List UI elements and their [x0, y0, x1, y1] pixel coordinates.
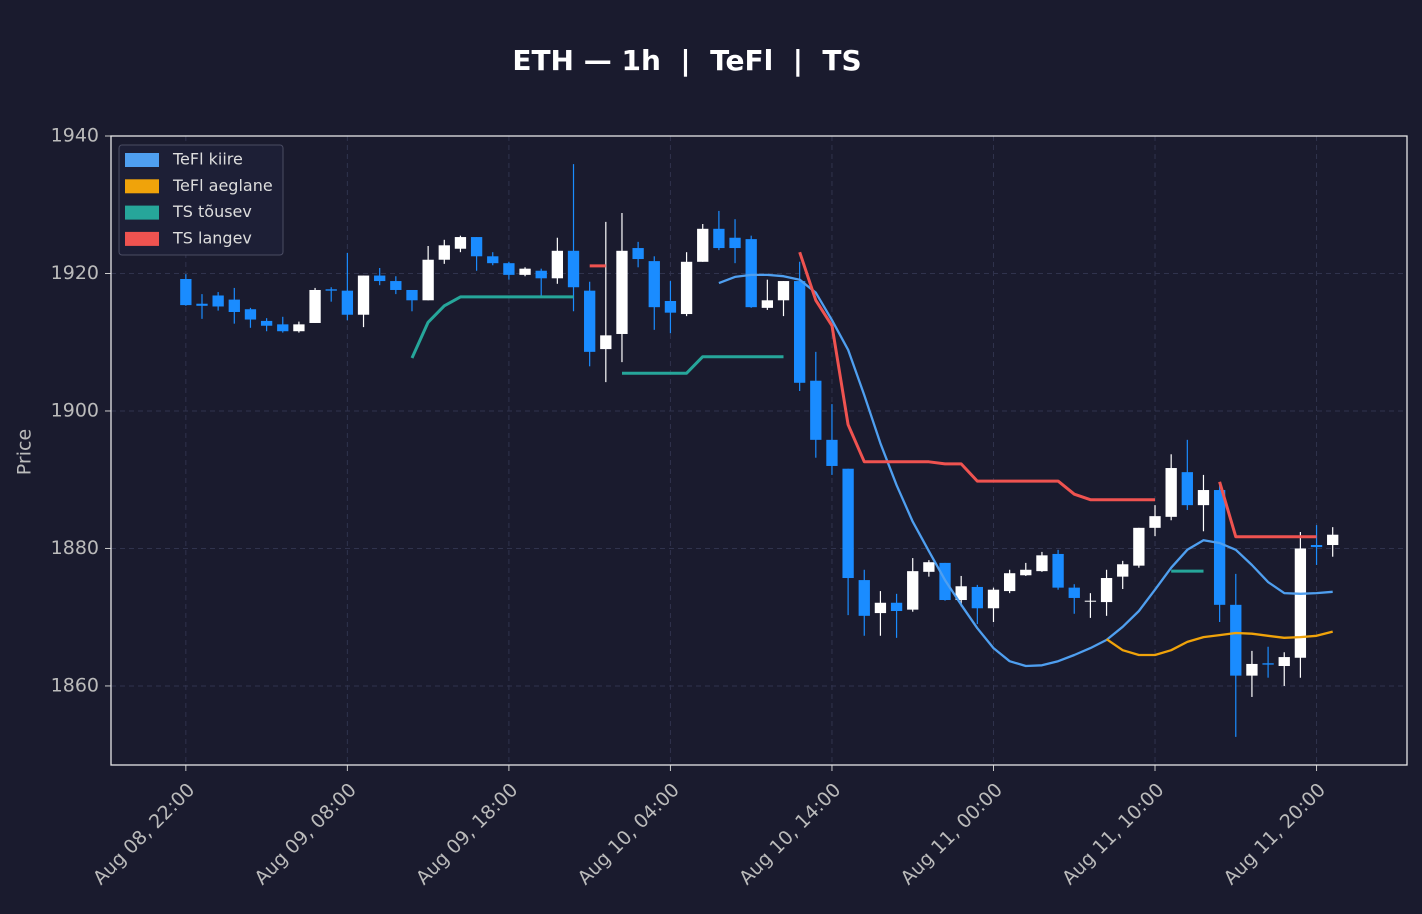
candle-body	[454, 237, 467, 249]
candle-body	[1117, 564, 1129, 577]
candle-body	[1003, 573, 1016, 592]
candle-body	[826, 439, 838, 466]
candle-body	[1278, 657, 1290, 667]
plot-frame	[110, 135, 1408, 766]
candle-body	[600, 335, 612, 350]
candle-body	[406, 289, 418, 301]
candle-body	[874, 602, 887, 614]
candle-body	[293, 324, 305, 332]
series-line	[718, 273, 1333, 668]
series-line	[589, 251, 1317, 539]
candle-body	[1020, 569, 1032, 576]
legend-box	[118, 144, 284, 256]
candle-body	[1165, 468, 1177, 517]
candle-body	[260, 320, 273, 326]
candle-body	[1084, 600, 1097, 602]
y-tick-label: 1860	[51, 674, 99, 696]
candle-body	[858, 580, 870, 616]
candle-body	[810, 380, 822, 440]
candle-body	[729, 237, 741, 249]
candle-body	[196, 303, 208, 306]
candle-body	[1100, 578, 1113, 603]
y-tick-label: 1880	[51, 537, 99, 559]
candle-body	[890, 602, 903, 612]
candle-body	[1181, 472, 1193, 506]
legend-swatch	[125, 205, 159, 220]
series-line	[1105, 630, 1333, 657]
y-tick-label: 1940	[51, 125, 99, 147]
candle-body	[664, 300, 677, 313]
candle-body	[1310, 545, 1323, 548]
candle-body	[1246, 663, 1258, 676]
legend-label: TeFl kiire	[172, 150, 243, 169]
candle-body	[341, 290, 354, 315]
candle-body	[470, 237, 483, 257]
legend-swatch	[125, 153, 159, 167]
candle-body	[777, 281, 790, 301]
candle-body	[842, 468, 854, 579]
candle-body	[244, 309, 257, 320]
candle-body	[1052, 553, 1064, 588]
candle-body	[309, 289, 321, 323]
candle-body	[1149, 516, 1161, 528]
candle-body	[1068, 587, 1080, 598]
candle-body	[1230, 604, 1242, 676]
candle-body	[422, 259, 434, 301]
candle-body	[1327, 534, 1339, 546]
candle-body	[180, 278, 192, 306]
candle-body	[923, 562, 935, 572]
candle-body	[745, 239, 757, 308]
candle-body	[616, 250, 628, 334]
candle-body	[1294, 548, 1307, 658]
candle-body	[212, 295, 224, 307]
candle-body	[680, 261, 693, 315]
legend-swatch	[125, 179, 159, 194]
legend-label: TS langev	[172, 228, 252, 247]
legend-swatch	[125, 231, 159, 246]
legend-label: TeFl aeglane	[172, 176, 273, 195]
candle-body	[648, 261, 660, 308]
y-tick-label: 1900	[51, 399, 99, 421]
candle-body	[955, 586, 967, 601]
candle-body	[567, 250, 580, 288]
candle-body	[971, 586, 983, 609]
candle-body	[438, 245, 450, 260]
candle-body	[1133, 527, 1145, 566]
candle-body	[761, 300, 773, 308]
candle-body	[325, 289, 337, 291]
candle-body	[793, 281, 806, 383]
candle-body	[1197, 490, 1210, 506]
candle-body	[1262, 663, 1274, 665]
candle-body	[357, 275, 370, 315]
candle-body	[584, 290, 596, 352]
candle-body	[907, 571, 919, 610]
candle-body	[535, 270, 547, 279]
candle-body	[277, 324, 289, 332]
candle-body	[987, 589, 1000, 609]
candle-body	[228, 299, 240, 312]
candle-body	[697, 228, 709, 262]
legend-label: TS tõusev	[172, 202, 252, 221]
candle-body	[503, 263, 515, 275]
y-axis-label: Price	[14, 429, 36, 475]
candle-body	[632, 248, 644, 260]
candle-body	[487, 256, 499, 264]
series-line	[410, 295, 1204, 573]
candle-body	[1036, 555, 1048, 572]
chart-title: ETH — 1h | TeFl | TS	[512, 44, 861, 77]
candle-body	[1213, 490, 1226, 605]
candle-body	[713, 228, 725, 249]
y-tick-label: 1920	[51, 262, 99, 284]
candle-body	[390, 281, 402, 290]
candle-body	[519, 268, 531, 275]
candle-body	[551, 250, 564, 279]
candle-body	[374, 275, 386, 282]
